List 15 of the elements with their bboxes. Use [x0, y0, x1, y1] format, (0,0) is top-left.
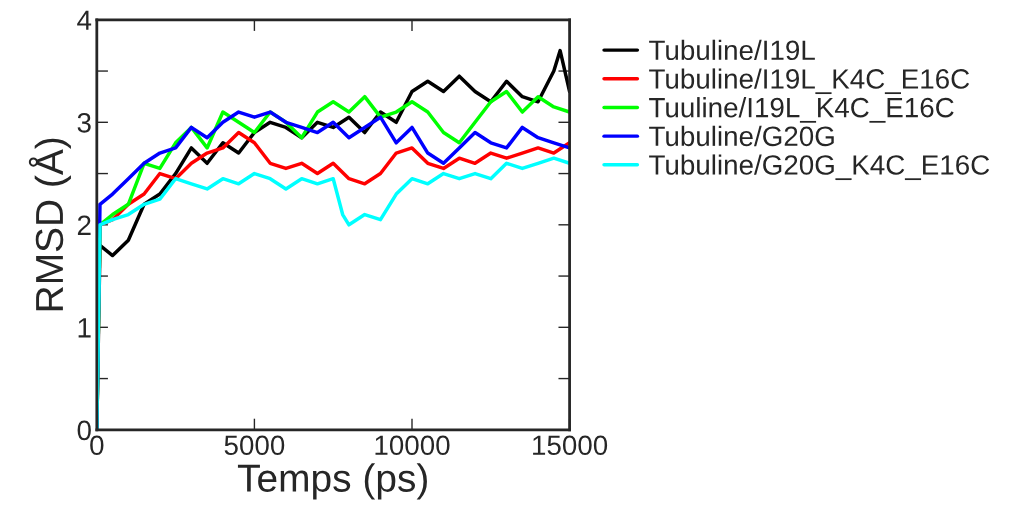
legend-label: Tubuline/G20G	[649, 125, 834, 147]
x-tick-label: 5000	[224, 435, 285, 456]
legend-label: Tubuline/I19L	[649, 39, 815, 61]
y-axis-title: RMSD (Å)	[28, 138, 71, 311]
x-tick-label: 10000	[375, 435, 450, 456]
legend-label: Tuuline/I19L_K4C_E16C	[649, 97, 954, 123]
x-axis-title: Temps (ps)	[237, 463, 427, 500]
y-tick-label: 2	[77, 215, 91, 235]
y-tick-label: 1	[78, 318, 91, 338]
y-tick-label: 0	[77, 420, 91, 441]
y-tick-label: 3	[77, 112, 91, 133]
y-tick-label: 4	[77, 10, 92, 30]
legend-label: Tubuline/I19L_K4C_E16C	[649, 68, 970, 95]
x-tick-label: 15000	[533, 435, 608, 456]
legend-label: Tubuline/G20G_K4C_E16C	[649, 154, 990, 181]
